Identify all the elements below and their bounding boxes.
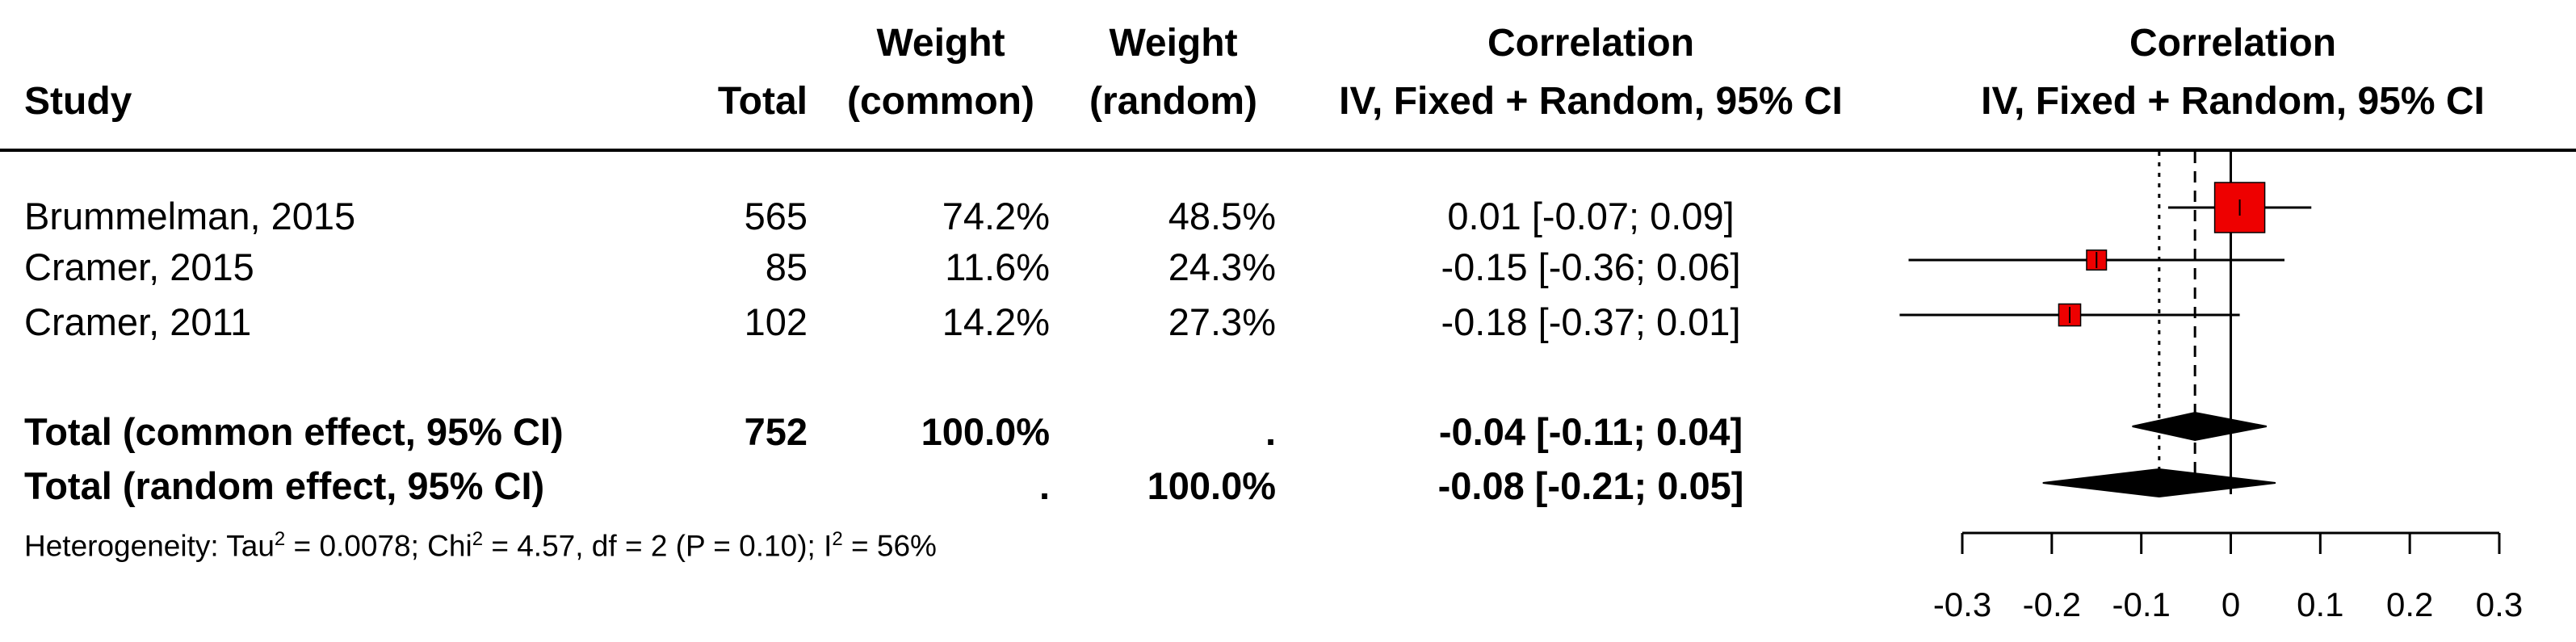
study-weight-random: 48.5% bbox=[1168, 195, 1276, 237]
summary-common-weight-common: 100.0% bbox=[921, 410, 1050, 453]
study-ci: -0.18 [-0.37; 0.01] bbox=[1441, 300, 1741, 343]
summary-random-label: Total (random effect, 95% CI) bbox=[24, 464, 545, 507]
x-tick-label: 0 bbox=[2221, 585, 2240, 623]
x-tick-label: 0.1 bbox=[2297, 585, 2343, 623]
header-correlation-top: Correlation bbox=[1487, 22, 1695, 65]
summary-common-label: Total (common effect, 95% CI) bbox=[24, 410, 564, 453]
summary-random-ci: -0.08 [-0.21; 0.05] bbox=[1437, 464, 1744, 507]
summary-random-weight-common: . bbox=[1038, 464, 1050, 507]
header-weight-common-top: Weight bbox=[876, 22, 1005, 65]
header-total: Total bbox=[717, 80, 808, 123]
x-tick-label: 0.3 bbox=[2476, 585, 2523, 623]
header-plot-bottom: IV, Fixed + Random, 95% CI bbox=[1981, 80, 2485, 123]
common-effect-diamond bbox=[2132, 411, 2268, 442]
study-weight-random: 27.3% bbox=[1168, 300, 1276, 343]
header-weight-random-top: Weight bbox=[1109, 22, 1238, 65]
heterogeneity-text: Heterogeneity: Tau2 = 0.0078; Chi2 = 4.5… bbox=[24, 528, 937, 563]
study-total: 565 bbox=[744, 195, 808, 237]
summary-common-total: 752 bbox=[744, 410, 808, 453]
header-correlation-bottom: IV, Fixed + Random, 95% CI bbox=[1339, 80, 1843, 123]
x-tick-label: 0.2 bbox=[2386, 585, 2433, 623]
study-ci: -0.15 [-0.36; 0.06] bbox=[1441, 245, 1741, 288]
summary-common-ci: -0.04 [-0.11; 0.04] bbox=[1438, 410, 1743, 453]
study-name: Cramer, 2015 bbox=[24, 245, 254, 288]
study-name: Brummelman, 2015 bbox=[24, 195, 356, 237]
study-weight-common: 14.2% bbox=[942, 300, 1050, 343]
summary-random-weight-random: 100.0% bbox=[1147, 464, 1276, 507]
header-weight-random-bottom: (random) bbox=[1089, 80, 1257, 123]
study-weight-random: 24.3% bbox=[1168, 245, 1276, 288]
header-plot-top: Correlation bbox=[2129, 22, 2337, 65]
header-study: Study bbox=[24, 80, 132, 123]
study-weight-common: 74.2% bbox=[942, 195, 1050, 237]
x-tick-label: -0.3 bbox=[1933, 585, 1991, 623]
x-tick-label: -0.1 bbox=[2112, 585, 2170, 623]
study-weight-common: 11.6% bbox=[945, 245, 1050, 288]
x-tick-label: -0.2 bbox=[2023, 585, 2081, 623]
study-ci: 0.01 [-0.07; 0.09] bbox=[1447, 195, 1735, 237]
study-total: 102 bbox=[744, 300, 808, 343]
study-name: Cramer, 2011 bbox=[24, 300, 252, 343]
study-total: 85 bbox=[765, 245, 808, 288]
header-weight-common-bottom: (common) bbox=[847, 80, 1034, 123]
summary-common-weight-random: . bbox=[1265, 410, 1276, 453]
random-effect-diamond bbox=[2042, 468, 2276, 498]
